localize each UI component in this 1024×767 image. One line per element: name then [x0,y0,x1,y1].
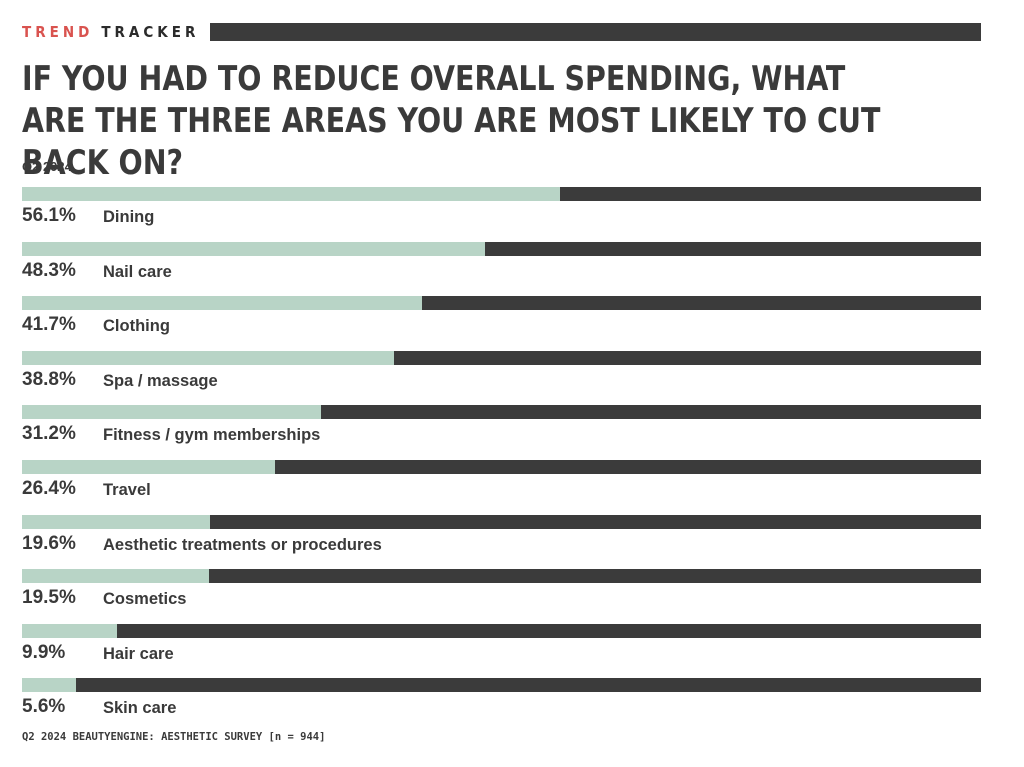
bar-track [22,514,981,529]
bar-fill [22,296,422,311]
bar-row: 26.4% Travel [22,459,981,515]
bar-value-label: 26.4% [22,477,76,499]
bar-category-label: Fitness / gym memberships [103,426,321,445]
brand-wordmark: TREND TRACKER [22,23,199,41]
bar-row: 19.6% Aesthetic treatments or procedures [22,514,981,570]
bar-value-label: 38.8% [22,368,76,390]
bar-fill [22,350,395,365]
brand-tracker: TRACKER [101,23,200,41]
bar-category-label: Clothing [103,317,170,336]
bar-row: 19.5% Cosmetics [22,569,981,624]
source-note: Q2 2024 BEAUTYENGINE: AESTHETIC SURVEY [… [22,731,326,743]
bar-fill [22,241,486,256]
bar-track [22,678,981,693]
bar-fill [22,459,276,474]
bar-fill [22,623,117,638]
bar-value-label: 48.3% [22,259,76,281]
bar-row: 38.8% Spa / massage [22,350,981,406]
bar-category-label: Aesthetic treatments or procedures [103,535,382,554]
bar-track [22,623,981,638]
bar-row: 41.7% Clothing [22,296,981,351]
bar-track [22,350,981,365]
bar-fill [22,569,209,584]
chart-subtitle: Q2 2024 [22,159,72,174]
bar-track [22,569,981,584]
bar-track [22,459,981,474]
bar-category-label: Skin care [103,699,177,718]
bar-value-label: 19.6% [22,532,76,554]
bar-category-label: Spa / massage [103,371,218,390]
bar-track [22,405,981,420]
bar-category-label: Dining [103,208,155,226]
brand-trend: TREND [22,23,94,41]
bar-row: 56.1% Dining [22,187,981,242]
header-rule [210,23,981,41]
bar-track [22,296,981,311]
bar-row: 31.2% Fitness / gym memberships [22,405,981,460]
bar-value-label: 19.5% [22,587,76,609]
bar-category-label: Travel [103,480,151,499]
bar-row: 48.3% Nail care [22,241,981,297]
trend-tracker-header: TREND TRACKER [22,22,981,42]
chart-title: IF YOU HAD TO REDUCE OVERALL SPENDING, W… [22,59,881,183]
bar-category-label: Cosmetics [103,590,187,609]
bar-category-label: Nail care [103,262,172,281]
bar-value-label: 9.9% [22,641,66,663]
bar-fill [22,187,560,201]
bar-fill [22,514,210,529]
bar-value-label: 5.6% [22,696,66,718]
bar-fill [22,678,76,693]
bar-category-label: Hair care [103,644,174,663]
bar-chart: 56.1% Dining 48.3% Nail care 41.7% Clothing 38… [22,187,981,733]
bar-value-label: 31.2% [22,423,76,445]
bar-row: 9.9% Hair care [22,623,981,679]
bar-value-label: 56.1% [22,205,76,226]
bar-fill [22,405,322,420]
bar-value-label: 41.7% [22,314,76,336]
bar-track [22,187,981,201]
bar-track [22,241,981,256]
bar-row: 5.6% Skin care [22,678,981,733]
